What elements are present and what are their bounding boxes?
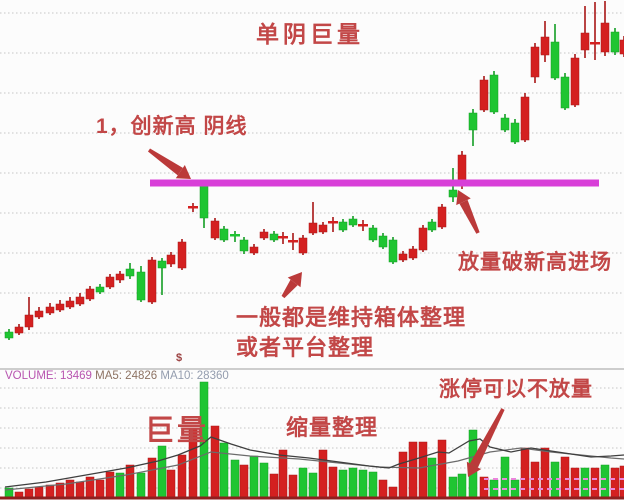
volume-value: VOLUME: 13469 [5, 370, 92, 382]
ma5-value: MA5: 24826 [95, 370, 158, 382]
annotation-box-consolidation-line1: 一般都是维持箱体整理 [236, 305, 467, 330]
annotation-box-consolidation-line2: 或者平台整理 [236, 335, 375, 360]
annotation-new-high-yin-line: 1，创新高 阴线 [96, 115, 248, 138]
ma10-value: MA10: 28360 [160, 370, 229, 382]
annotation-volume-breakout-entry: 放量破新高进场 [458, 251, 612, 274]
currency-marker: $ [176, 352, 183, 364]
label-giant-volume: 巨量 [145, 415, 210, 447]
volume-indicator-readout: VOLUME: 13469 MA5: 24826 MA10: 28360 [5, 370, 229, 383]
chart-title: 单阴巨量 [256, 21, 364, 47]
label-shrinking-volume: 缩量整理 [286, 415, 379, 440]
annotation-limit-up-no-volume: 涨停可以不放量 [439, 378, 593, 401]
